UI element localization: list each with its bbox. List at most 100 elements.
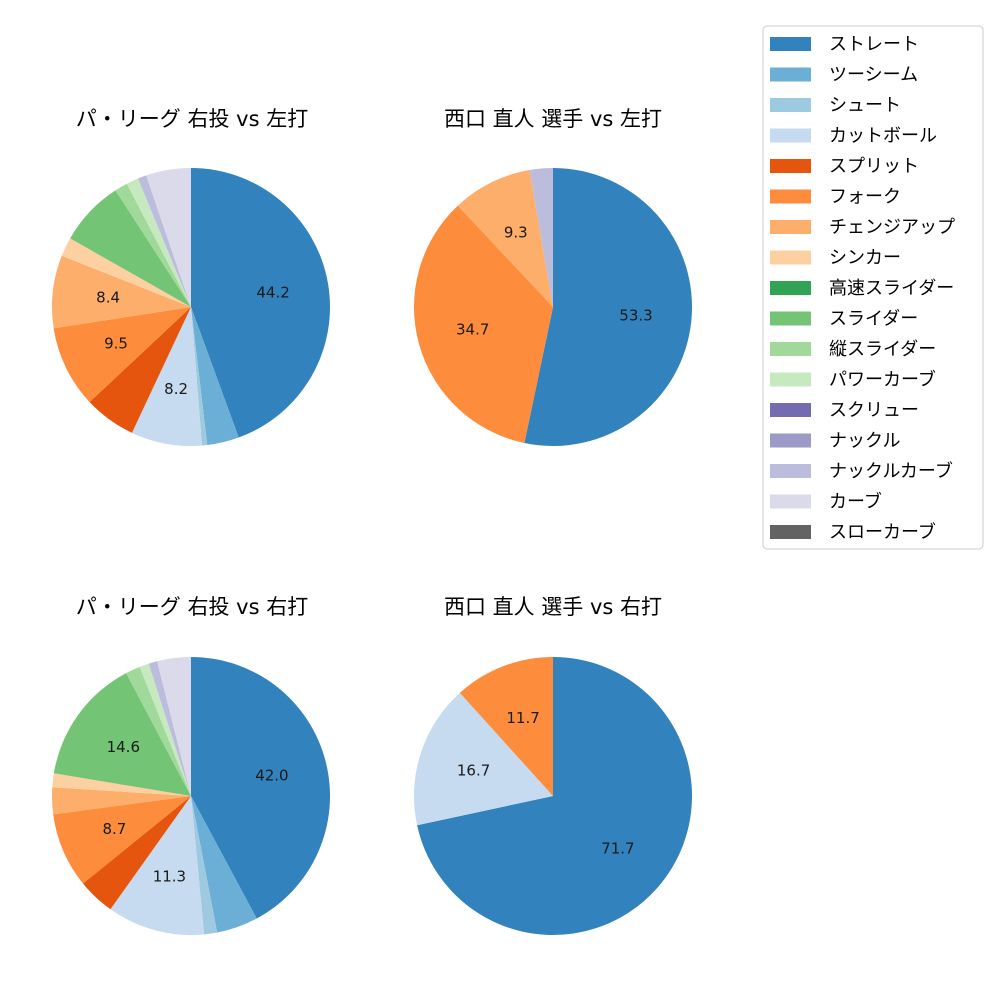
pie-slice [191, 796, 257, 933]
legend-swatch [770, 159, 811, 173]
pie-slice [414, 205, 553, 444]
legend-frame [762, 25, 984, 550]
legend-label: チェンジアップ [829, 217, 955, 238]
pie-slice [524, 167, 693, 446]
legend-swatch [770, 525, 811, 539]
legend-swatch [770, 372, 811, 387]
legend-items: ストレートツーシームシュートカットボールスプリットフォークチェンジアップシンカー… [770, 34, 955, 543]
legend-item: シンカー [770, 248, 901, 269]
pie-slice [148, 661, 191, 796]
legend-item: 高速スライダー [770, 278, 954, 299]
slice-value-label: 8.4 [96, 289, 120, 307]
legend-label: スクリュー [829, 400, 919, 421]
pie-slice [191, 796, 218, 935]
legend-label: 高速スライダー [829, 278, 954, 299]
slice-value-label: 9.3 [504, 223, 528, 241]
pie-slice [146, 168, 191, 307]
pie-slice [70, 190, 191, 307]
slice-value-label: 71.7 [601, 839, 634, 857]
legend-label: シンカー [829, 248, 901, 269]
legend-item: フォーク [770, 187, 901, 208]
pie-slice [529, 168, 553, 307]
pie-slice [457, 170, 553, 307]
pie-chart-1: パ・リーグ 右投 vs 左打 44.2 8.2 9.5 8.4 [52, 107, 330, 447]
legend: ストレートツーシームシュートカットボールスプリットフォークチェンジアップシンカー… [762, 25, 984, 550]
pie-slice [191, 168, 330, 438]
pie-slice [157, 657, 191, 796]
legend-label: ストレート [829, 34, 919, 55]
legend-item: チェンジアップ [770, 217, 955, 238]
pie-slice [191, 307, 208, 446]
pie-slice [414, 692, 553, 826]
slice-value-label: 9.5 [104, 335, 128, 353]
pie-slice [139, 663, 191, 796]
legend-item: スライダー [770, 309, 918, 330]
legend-swatch [770, 128, 811, 143]
legend-item: スプリット [770, 156, 919, 177]
legend-item: スクリュー [770, 400, 919, 421]
legend-swatch [770, 220, 811, 234]
legend-swatch [770, 494, 811, 509]
legend-item: 縦スライダー [770, 339, 936, 360]
legend-label: スプリット [829, 156, 919, 177]
legend-swatch [770, 311, 811, 326]
pie-slice [191, 307, 239, 446]
pie-slice [53, 307, 191, 403]
slice-value-label: 8.2 [164, 380, 188, 398]
legend-label: カーブ [829, 491, 882, 513]
legend-swatch [770, 433, 811, 448]
legend-label: スローカーブ [829, 521, 936, 543]
pie-slice [115, 183, 191, 307]
pie-chart-4: 西口 直人 選手 vs 右打 71.7 16.7 11.7 [414, 595, 693, 935]
legend-item: カットボール [770, 126, 937, 147]
pie-slice [137, 175, 191, 307]
legend-item: スローカーブ [770, 521, 936, 543]
legend-swatch [770, 281, 811, 295]
pie-slice [61, 238, 191, 307]
chart-title: 西口 直人 選手 vs 左打 [444, 107, 662, 131]
pie-slice [126, 666, 191, 796]
legend-item: カーブ [770, 491, 882, 513]
slice-value-label: 53.3 [619, 307, 652, 325]
legend-swatch [770, 342, 811, 356]
legend-label: フォーク [829, 187, 901, 208]
legend-item: ツーシーム [770, 65, 918, 86]
legend-label: スライダー [829, 309, 918, 330]
pie-slice [110, 796, 205, 936]
pie-charts-group: パ・リーグ 右投 vs 左打 44.2 8.2 9.5 8.4 西口 直人 選手 vs 左… [52, 107, 693, 936]
pie-slice [417, 657, 693, 935]
slice-value-label: 8.7 [102, 820, 126, 838]
pie-slice [52, 255, 191, 329]
legend-label: ツーシーム [829, 65, 918, 86]
legend-label: ナックル [829, 431, 900, 452]
pie-slice [53, 673, 192, 796]
slice-value-label: 16.7 [457, 761, 490, 779]
slice-value-label: 11.7 [506, 709, 539, 727]
pie-slice [53, 796, 191, 884]
slice-value-label: 44.2 [256, 284, 289, 302]
pie-slice [191, 657, 331, 919]
pie-slice [131, 307, 202, 447]
pie-chart-2: 西口 直人 選手 vs 左打 53.3 34.7 9.3 [414, 107, 693, 446]
slice-value-label: 14.6 [107, 738, 140, 756]
pie-slice [126, 178, 191, 307]
legend-swatch [770, 403, 811, 417]
slice-value-label: 34.7 [456, 321, 489, 339]
legend-swatch [770, 37, 811, 51]
legend-label: ナックルカーブ [829, 460, 953, 482]
legend-item: パワーカーブ [770, 369, 936, 391]
legend-swatch [770, 464, 811, 478]
chart-title: パ・リーグ 右投 vs 右打 [76, 595, 308, 619]
pie-slice [89, 307, 191, 433]
legend-swatch [770, 189, 811, 204]
pie-slice [52, 787, 191, 815]
legend-label: 縦スライダー [829, 339, 936, 360]
legend-swatch [770, 67, 811, 82]
legend-item: ナックル [770, 431, 900, 452]
pie-slice [459, 657, 553, 796]
pie-slice [83, 796, 191, 910]
legend-label: パワーカーブ [829, 369, 936, 391]
chart-title: 西口 直人 選手 vs 右打 [444, 595, 662, 619]
slice-value-label: 42.0 [255, 767, 288, 785]
